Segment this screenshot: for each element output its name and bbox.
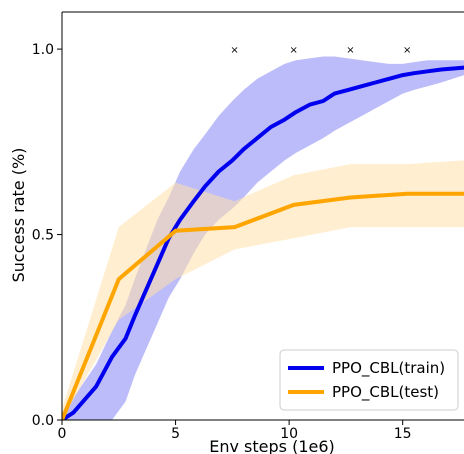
legend: PPO_CBL(train) PPO_CBL(test)	[279, 349, 459, 411]
x-tick-label: 10	[280, 426, 298, 442]
legend-box	[279, 349, 459, 411]
series-lines	[62, 65, 464, 420]
y-axis-label: Success rate (%)	[9, 148, 28, 283]
band-series-1	[62, 160, 464, 420]
axes	[57, 11, 464, 425]
line-series-0	[62, 65, 464, 420]
marker-point: ×	[346, 45, 354, 56]
marker-point: ×	[289, 45, 297, 56]
marker-point: ×	[230, 45, 238, 56]
marker-point: ×	[403, 45, 411, 56]
confidence-bands	[62, 56, 464, 420]
x-tick-label: 0	[58, 426, 67, 442]
legend-label: PPO_CBL(train)	[332, 359, 445, 378]
legend-label: PPO_CBL(test)	[332, 383, 439, 402]
y-tick-label: 0.0	[32, 413, 54, 429]
x-axis-label: Env steps (1e6)	[209, 437, 335, 454]
tick-labels: 0 5 10 15 0.0 0.5 1.0	[32, 42, 412, 442]
y-tick-label: 1.0	[32, 42, 54, 58]
y-tick-label: 0.5	[32, 228, 54, 244]
line-series-1	[62, 191, 464, 420]
x-tick-label: 15	[394, 426, 412, 442]
marker-points: × × × ×	[230, 45, 411, 56]
x-tick-label: 5	[171, 426, 180, 442]
band-series-0	[62, 56, 464, 420]
